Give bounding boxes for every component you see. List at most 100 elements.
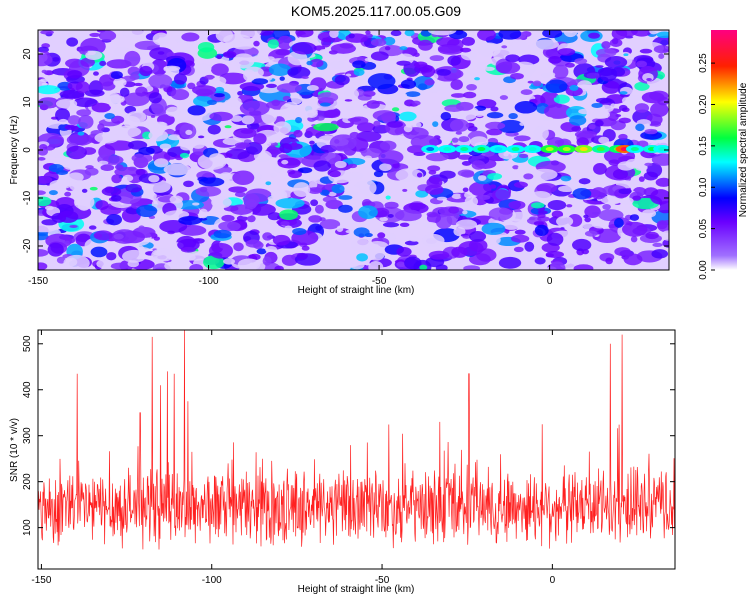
spectrogram-cell: [301, 245, 310, 251]
spectrogram-cell: [330, 43, 356, 54]
spectrogram-cell: [245, 198, 257, 210]
spectrogram-cell: [69, 181, 83, 191]
spectrogram-cell: [599, 67, 618, 82]
spectrogram-cell: [210, 63, 229, 76]
spectrogram-cell: [322, 196, 337, 203]
spectrogram-cell: [233, 128, 257, 139]
top-x-tick-label: -150: [28, 276, 48, 287]
colorbar-tick-label: 0.10: [698, 177, 709, 197]
spectrogram-cell: [248, 253, 261, 261]
spectrogram-cell: [298, 167, 313, 174]
spectrogram-cell: [618, 117, 631, 124]
spectrogram-cell: [486, 112, 504, 119]
spectrogram-cell: [436, 69, 451, 76]
spectrogram-cell: [537, 213, 546, 219]
spectrogram-cell: [175, 254, 188, 266]
spectrogram-cell: [418, 39, 433, 51]
spectrogram-cell: [345, 230, 352, 234]
spectrogram-cell: [331, 184, 345, 194]
spectrogram-cell: [185, 129, 193, 136]
spectrogram-cell: [557, 48, 576, 56]
spectrogram-cell: [384, 201, 399, 209]
spectrogram-cell: [614, 247, 631, 257]
spectrogram-cell: [126, 110, 147, 124]
spectrogram-cell: [319, 219, 341, 230]
spectrogram-cell: [204, 74, 215, 80]
spectrogram-cell: [105, 94, 125, 104]
spectrogram-cell: [571, 126, 582, 132]
bottom-y-tick-label: 300: [22, 427, 33, 444]
spectrogram-cell: [80, 57, 95, 67]
spectrogram-cell: [490, 106, 499, 112]
spectrogram-cell: [641, 209, 657, 218]
spectrogram-cell: [75, 81, 90, 94]
spectrogram-cell: [545, 250, 564, 258]
spectrogram-cell: [55, 108, 70, 123]
spectrogram-cell: [262, 232, 273, 241]
spectrogram-cell: [588, 124, 596, 130]
colorbar-tick-label: 0.20: [698, 94, 709, 114]
spectrogram-cell: [256, 134, 262, 138]
spectrogram-cell: [447, 55, 461, 66]
spectrogram-cell: [350, 237, 370, 252]
spectrogram-cell: [127, 140, 148, 150]
spectrogram-cell: [574, 58, 588, 65]
spectrogram-cell: [214, 93, 225, 98]
spectrogram-cell: [253, 40, 260, 47]
spectrogram-cell: [38, 249, 49, 257]
spectrogram-cell: [256, 248, 267, 255]
spectrogram-cell: [111, 125, 142, 138]
spectrogram-cell: [657, 96, 669, 106]
spectrogram-cell: [553, 94, 570, 104]
spectrogram-cell: [629, 214, 640, 221]
spectrogram-cell: [353, 227, 370, 237]
spectrogram-cell: [600, 195, 623, 205]
spectrogram-cell: [248, 107, 255, 112]
spectrogram-cell: [239, 100, 270, 116]
spectrogram-cell: [338, 195, 353, 200]
spectrogram-cell: [127, 166, 137, 171]
spectrogram-cell: [342, 157, 366, 166]
spectrogram-cell: [162, 233, 174, 240]
spectrogram-cell: [370, 38, 387, 47]
spectrogram-cell: [334, 160, 347, 169]
spectrogram-cell: [270, 173, 277, 178]
spectrogram-cell: [462, 91, 477, 99]
spectrogram-cell: [373, 120, 381, 127]
spectrogram-cell: [558, 185, 576, 193]
spectrogram-cell: [246, 215, 256, 223]
colorbar-ticks: 0.00 0.05 0.10 0.15 0.20 0.25: [698, 53, 715, 280]
spectrogram-cell: [345, 73, 352, 77]
spectrogram-cell: [591, 219, 609, 229]
spectrogram-cell: [364, 155, 372, 161]
spectrogram-cell: [49, 179, 72, 190]
spectrogram-cell: [353, 68, 365, 76]
spectrogram-cell: [152, 121, 168, 129]
spectrogram-cell: [38, 238, 45, 246]
bottom-x-axis: -150 -100 -50 0: [31, 330, 556, 586]
spectrogram-cell: [547, 199, 567, 211]
spectrogram-cell: [39, 78, 50, 83]
spectrogram-cell: [399, 111, 417, 122]
spectrogram-cell: [114, 164, 124, 170]
spectrogram-cell: [106, 252, 117, 261]
spectrogram-cell: [153, 158, 169, 168]
spectrogram-cell: [383, 36, 396, 46]
spectrogram-cell: [639, 48, 653, 54]
top-y-tick-label: -10: [22, 190, 33, 205]
spectrogram-cell: [635, 60, 648, 68]
spectrogram-cell: [378, 150, 404, 165]
spectrogram-cell: [253, 54, 265, 62]
signal-track: [421, 145, 669, 154]
top-y-axis: -20 -10 0 10 20: [22, 48, 669, 253]
spectrogram-cell: [591, 102, 603, 108]
spectrogram-cell: [440, 112, 452, 121]
spectrogram-cell: [572, 187, 592, 200]
spectrogram-cell: [474, 111, 485, 117]
spectrogram-cell: [38, 175, 53, 184]
spectrogram-cell: [364, 33, 373, 38]
spectrogram-cell: [650, 102, 669, 118]
spectrogram-cell: [138, 225, 145, 231]
spectrogram-cell: [98, 30, 117, 42]
